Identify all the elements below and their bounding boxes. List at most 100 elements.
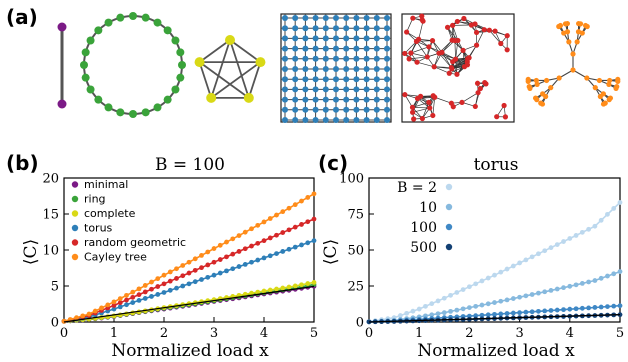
series-point — [274, 286, 279, 292]
cayley-node — [532, 95, 539, 101]
rgg-edge — [449, 66, 465, 74]
ring-node — [94, 95, 103, 104]
series-point — [460, 287, 466, 292]
torus-node — [302, 15, 309, 21]
network-icon-complete — [194, 35, 266, 103]
series-point — [255, 257, 261, 263]
series-point — [542, 289, 548, 295]
chart-c: torus Normalized load x ⟨C⟩ 0 1 2 3 4 5025507… — [321, 155, 624, 361]
rgg-node — [431, 64, 437, 70]
series-point — [554, 286, 560, 292]
torus-node — [292, 25, 299, 32]
cayley-node — [584, 23, 590, 30]
torus-node — [384, 25, 390, 32]
torus-node — [373, 35, 380, 42]
series-point — [255, 289, 261, 295]
torus-node — [312, 96, 319, 103]
series-point — [124, 297, 129, 303]
ring-node — [81, 73, 90, 82]
rgg-edge — [418, 21, 424, 40]
series-point — [261, 219, 267, 225]
y-tick-label: 75 — [347, 208, 364, 223]
torus-node — [322, 45, 329, 52]
series-point — [267, 287, 273, 293]
legend-label: B = 2 — [397, 180, 437, 196]
series-point — [605, 273, 610, 279]
series-point — [492, 272, 497, 278]
legend-label: Cayley tree — [84, 251, 147, 264]
series-point — [617, 269, 623, 274]
y-tick-label: 15 — [42, 208, 59, 223]
series-point — [280, 209, 286, 215]
torus-node — [322, 25, 329, 32]
ring-node — [104, 18, 113, 27]
torus-node — [353, 35, 360, 42]
x-tick-label: 4 — [566, 326, 574, 341]
rgg-node — [444, 24, 451, 30]
series-point — [199, 253, 204, 258]
torus-node — [302, 96, 309, 103]
series-point — [454, 290, 460, 295]
series-point — [517, 260, 522, 266]
series-point — [217, 270, 223, 276]
torus-node — [363, 45, 370, 52]
series-point — [510, 296, 516, 301]
torus-node — [322, 55, 329, 62]
series-point — [536, 290, 541, 296]
rgg-edge — [416, 61, 435, 68]
cayley-node — [596, 77, 603, 84]
series-point — [510, 310, 516, 316]
legend-label: 500 — [410, 240, 437, 256]
cayley-node — [607, 77, 613, 84]
rgg-node — [424, 54, 430, 60]
ring-node — [129, 12, 137, 20]
torus-node — [373, 45, 380, 52]
series-point — [579, 281, 585, 286]
complete-edge — [198, 61, 213, 99]
torus-node — [343, 66, 350, 72]
rgg-node — [468, 22, 474, 28]
series-point — [586, 305, 592, 311]
rgg-node — [410, 109, 416, 115]
rgg-node — [402, 92, 408, 98]
cayley-node — [564, 20, 570, 27]
rgg-edge — [434, 66, 452, 68]
cayley-node — [526, 83, 532, 90]
y-tick-label: 0 — [51, 316, 59, 331]
legend-marker — [445, 203, 453, 211]
series-point — [224, 268, 229, 274]
series-point — [167, 269, 173, 275]
series-point — [423, 303, 428, 309]
network-icon-minimal — [57, 22, 67, 109]
rgg-node — [430, 112, 436, 119]
series-point — [523, 293, 529, 299]
series-point — [441, 295, 447, 301]
torus-node — [302, 55, 309, 62]
torus-node — [384, 96, 390, 103]
torus-node — [312, 35, 319, 42]
torus-node — [363, 55, 370, 62]
series-point — [242, 229, 248, 235]
complete-node — [243, 92, 254, 103]
torus-node — [282, 76, 288, 83]
rgg-node — [477, 85, 483, 92]
torus-node — [353, 106, 360, 113]
complete-node — [206, 92, 217, 103]
rgg-node — [450, 104, 456, 110]
series-point — [504, 311, 510, 316]
x-tick-label: 5 — [616, 326, 624, 341]
series-point — [429, 301, 435, 307]
series-point — [161, 281, 167, 287]
chart-c-title: torus — [474, 155, 519, 175]
rgg-node — [411, 116, 417, 122]
rgg-node — [419, 115, 426, 122]
cayley-node — [540, 91, 546, 97]
torus-node — [292, 106, 299, 113]
torus-node — [363, 66, 370, 72]
torus-node — [363, 35, 370, 42]
series-point — [149, 286, 154, 292]
minimal-node — [57, 99, 67, 109]
ring-node — [178, 61, 186, 69]
torus-node — [343, 35, 350, 42]
